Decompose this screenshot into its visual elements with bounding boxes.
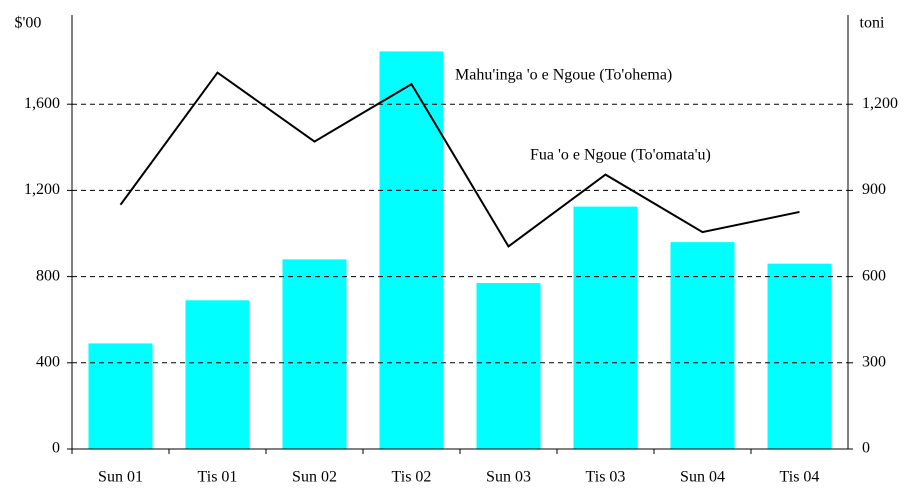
- y2-tick-label: 900: [862, 181, 886, 198]
- y-tick-label: 1,600: [24, 95, 60, 112]
- x-tick-label: Sun 02: [292, 469, 337, 486]
- x-tick-label: Sun 04: [680, 469, 725, 486]
- y-tick-label: 1,200: [24, 181, 60, 198]
- y2-tick-label: 300: [862, 353, 886, 370]
- bar: [282, 259, 347, 449]
- bar: [185, 300, 250, 449]
- bar: [476, 283, 541, 449]
- bar: [573, 206, 638, 449]
- x-tick-label: Tis 01: [198, 469, 238, 486]
- y2-tick-label: 600: [862, 267, 886, 284]
- y-tick-label: 0: [52, 440, 60, 457]
- bar: [767, 263, 832, 449]
- y-tick-label: 400: [36, 353, 60, 370]
- y2-tick-label: 1,200: [862, 95, 898, 112]
- series-annotation: Mahu'inga 'o e Ngoue (To'ohema): [455, 67, 672, 84]
- x-tick-label: Sun 01: [98, 469, 143, 486]
- bar: [88, 343, 153, 449]
- y2-tick-label: 0: [862, 440, 870, 457]
- y-tick-label: 800: [36, 267, 60, 284]
- x-tick-label: Sun 03: [486, 469, 531, 486]
- series-annotation: Fua 'o e Ngoue (To'omata'u): [530, 147, 711, 164]
- bar: [379, 51, 444, 450]
- line: [119, 71, 800, 248]
- x-tick-label: Tis 02: [392, 469, 432, 486]
- y-axis-label: $'00: [15, 15, 42, 32]
- y2-axis-label: toni: [860, 15, 885, 32]
- x-tick-label: Tis 04: [780, 469, 820, 486]
- bar: [670, 242, 735, 449]
- x-tick-label: Tis 03: [586, 469, 626, 486]
